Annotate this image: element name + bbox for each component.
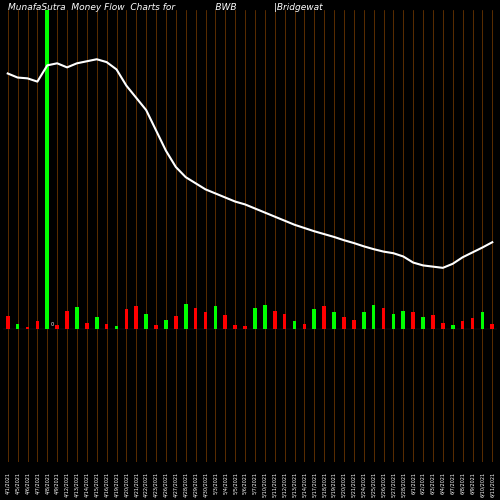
Bar <box>470 318 474 330</box>
Bar <box>263 305 266 330</box>
Bar <box>36 322 40 330</box>
Bar <box>184 304 188 330</box>
Bar <box>451 325 454 330</box>
Bar <box>372 305 376 330</box>
Bar <box>75 307 79 330</box>
Bar <box>392 314 396 330</box>
Text: MunafaSutra  Money Flow  Charts for              BWB             |Bridgewat: MunafaSutra Money Flow Charts for BWB |B… <box>8 3 322 12</box>
Bar <box>480 312 484 330</box>
Bar <box>104 324 108 330</box>
Bar <box>382 308 386 330</box>
Bar <box>243 326 247 330</box>
Bar <box>164 320 168 330</box>
Bar <box>124 310 128 330</box>
Bar <box>342 317 346 330</box>
Bar <box>46 0 49 330</box>
Bar <box>412 312 415 330</box>
Bar <box>174 316 178 330</box>
Bar <box>114 326 118 330</box>
Bar <box>352 320 356 330</box>
Bar <box>234 325 237 330</box>
Bar <box>204 312 208 330</box>
Bar <box>65 310 69 330</box>
Bar <box>431 315 435 330</box>
Bar <box>6 316 10 330</box>
Bar <box>253 308 257 330</box>
Bar <box>56 325 59 330</box>
Bar <box>282 314 286 330</box>
Bar <box>402 310 405 330</box>
Bar <box>16 324 20 330</box>
Bar <box>312 310 316 330</box>
Bar <box>154 325 158 330</box>
Bar <box>224 315 227 330</box>
Bar <box>362 312 366 330</box>
Bar <box>322 306 326 330</box>
Bar <box>490 324 494 330</box>
Bar <box>95 317 98 330</box>
Bar <box>194 308 198 330</box>
Bar <box>292 322 296 330</box>
Bar <box>134 306 138 330</box>
Bar <box>26 327 30 330</box>
Bar <box>302 324 306 330</box>
Bar <box>85 322 88 330</box>
Bar <box>332 312 336 330</box>
Bar <box>273 310 276 330</box>
Bar <box>421 317 425 330</box>
Bar <box>441 322 444 330</box>
Bar <box>460 322 464 330</box>
Text: 0: 0 <box>50 322 53 327</box>
Bar <box>214 306 218 330</box>
Bar <box>144 314 148 330</box>
